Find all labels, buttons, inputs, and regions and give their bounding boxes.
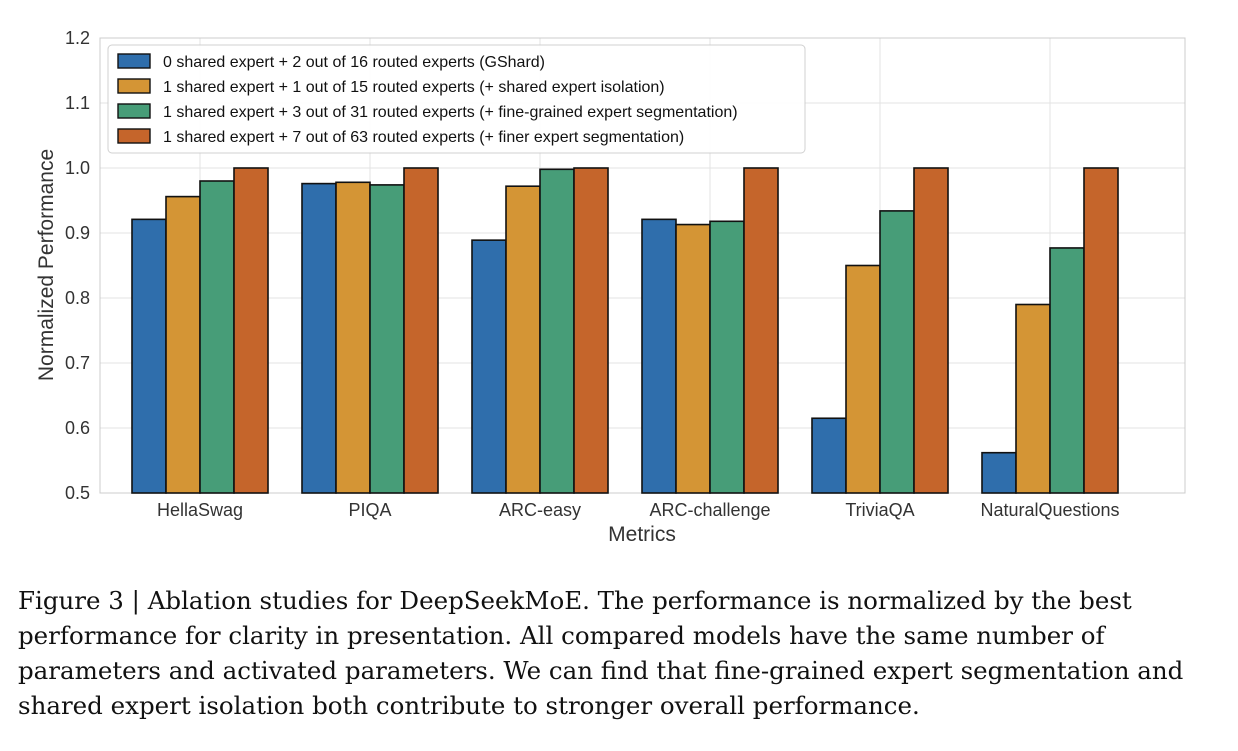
bar-triviaqa-series-0 [811, 417, 847, 494]
x-tick-label: ARC-easy [499, 500, 581, 520]
bar-naturalquestions-series-3 [1083, 167, 1119, 494]
x-tick-label: PIQA [348, 500, 391, 520]
bar-arc-challenge-series-1 [675, 223, 711, 494]
y-tick-label: 0.6 [65, 418, 90, 438]
legend-label: 1 shared expert + 7 out of 63 routed exp… [163, 129, 684, 146]
bar-naturalquestions-series-1 [1015, 303, 1051, 494]
legend-label: 0 shared expert + 2 out of 16 routed exp… [163, 54, 545, 71]
y-tick-label: 0.7 [65, 353, 90, 373]
legend-swatch [117, 103, 151, 119]
y-tick-labels: 0.5 0.6 0.7 0.8 0.9 1.0 1.1 1.2 [65, 28, 90, 503]
bar-piqa-series-2 [369, 184, 405, 494]
bar-arc-easy-series-2 [539, 168, 575, 494]
x-tick-label: ARC-challenge [649, 500, 770, 520]
x-tick-label: NaturalQuestions [980, 500, 1119, 520]
y-tick-label: 1.2 [65, 28, 90, 48]
bars [131, 167, 1119, 494]
x-tick-label: TriviaQA [845, 500, 914, 520]
bar-hellaswag-series-2 [199, 180, 235, 494]
bar-triviaqa-series-3 [913, 167, 949, 494]
bar-piqa-series-1 [335, 181, 371, 494]
bar-triviaqa-series-1 [845, 264, 881, 494]
bar-arc-easy-series-0 [471, 239, 507, 494]
x-tick-labels: HellaSwag PIQA ARC-easy ARC-challenge Trivia… [157, 500, 1120, 520]
y-tick-label: 1.1 [65, 93, 90, 113]
figure-caption: Figure 3 | Ablation studies for DeepSeek… [18, 586, 1184, 720]
bar-arc-challenge-series-0 [641, 218, 677, 494]
bar-arc-challenge-series-3 [743, 167, 779, 494]
legend-swatch [117, 53, 151, 69]
x-tick-label: HellaSwag [157, 500, 243, 520]
legend: 0 shared expert + 2 out of 16 routed exp… [107, 44, 806, 154]
bar-hellaswag-series-0 [131, 218, 167, 494]
legend-box [107, 44, 806, 154]
y-tick-label: 0.5 [65, 483, 90, 503]
legend-label: 1 shared expert + 1 out of 15 routed exp… [163, 79, 665, 96]
x-axis-title: Metrics [608, 523, 676, 546]
legend-swatch [117, 128, 151, 144]
legend-label: 1 shared expert + 3 out of 31 routed exp… [163, 104, 738, 121]
bar-naturalquestions-series-0 [981, 451, 1017, 494]
y-tick-label: 0.8 [65, 288, 90, 308]
y-tick-label: 1.0 [65, 158, 90, 178]
bar-arc-challenge-series-2 [709, 220, 745, 494]
y-tick-label: 0.9 [65, 223, 90, 243]
bar-piqa-series-3 [403, 167, 439, 494]
bar-chart: 0.5 0.6 0.7 0.8 0.9 1.0 1.1 1.2 HellaSwag PIQA AR… [35, 28, 1186, 546]
bar-arc-easy-series-3 [573, 167, 609, 494]
legend-swatch [117, 78, 151, 94]
bar-arc-easy-series-1 [505, 185, 541, 494]
y-axis-title: Normalized Performance [35, 149, 58, 381]
bar-triviaqa-series-2 [879, 210, 915, 494]
bar-hellaswag-series-1 [165, 195, 201, 494]
bar-naturalquestions-series-2 [1049, 247, 1085, 494]
bar-hellaswag-series-3 [233, 167, 269, 494]
bar-piqa-series-0 [301, 182, 337, 494]
